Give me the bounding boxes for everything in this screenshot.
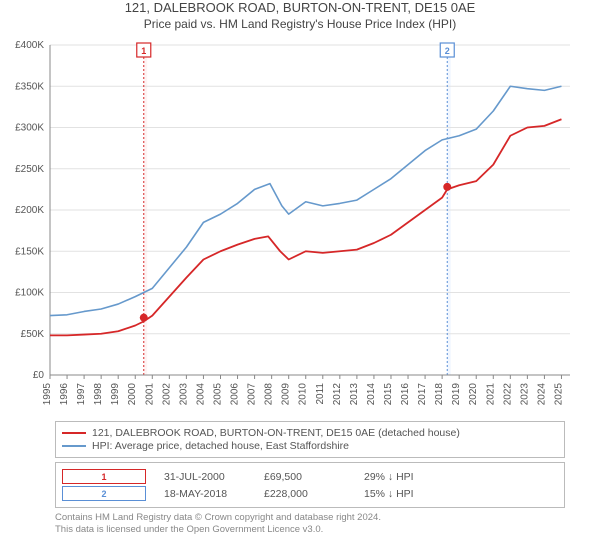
- svg-text:1996: 1996: [59, 383, 70, 406]
- svg-text:2017: 2017: [417, 383, 428, 406]
- svg-text:2016: 2016: [400, 383, 411, 406]
- svg-text:1995: 1995: [42, 383, 53, 406]
- event-price: £228,000: [264, 488, 346, 500]
- svg-text:1997: 1997: [76, 383, 87, 406]
- line-chart-svg: £0 £50K £100K £150K £200K £250K £300K £350K £400…: [0, 37, 600, 417]
- svg-text:2006: 2006: [230, 383, 241, 406]
- footer-line: Contains HM Land Registry data © Crown c…: [55, 512, 565, 524]
- svg-text:2010: 2010: [298, 383, 309, 406]
- svg-text:2003: 2003: [178, 383, 189, 406]
- event-delta: 15% ↓ HPI: [364, 488, 446, 500]
- svg-text:£0: £0: [33, 370, 45, 381]
- footer-line: This data is licensed under the Open Gov…: [55, 524, 565, 536]
- svg-text:2014: 2014: [366, 383, 377, 406]
- svg-text:2024: 2024: [536, 383, 547, 406]
- svg-text:£350K: £350K: [15, 81, 44, 92]
- svg-text:1998: 1998: [93, 383, 104, 406]
- svg-text:£150K: £150K: [15, 246, 44, 257]
- svg-text:£200K: £200K: [15, 205, 44, 216]
- svg-text:£250K: £250K: [15, 164, 44, 175]
- svg-text:£100K: £100K: [15, 288, 44, 299]
- svg-text:2021: 2021: [485, 383, 496, 406]
- svg-text:2015: 2015: [383, 383, 394, 406]
- event-delta: 29% ↓ HPI: [364, 471, 446, 483]
- legend-row: HPI: Average price, detached house, East…: [62, 440, 558, 452]
- chart-subtitle: Price paid vs. HM Land Registry's House …: [0, 17, 600, 31]
- svg-text:2000: 2000: [127, 383, 138, 406]
- legend-swatch: [62, 432, 86, 434]
- svg-text:1999: 1999: [110, 383, 121, 406]
- svg-text:2009: 2009: [281, 383, 292, 406]
- svg-text:2020: 2020: [468, 383, 479, 406]
- events-table: 1 31-JUL-2000 £69,500 29% ↓ HPI 2 18-MAY…: [55, 462, 565, 508]
- svg-text:2022: 2022: [502, 383, 513, 406]
- svg-text:2013: 2013: [349, 383, 360, 406]
- svg-text:2008: 2008: [264, 383, 275, 406]
- svg-text:£300K: £300K: [15, 123, 44, 134]
- legend-swatch: [62, 445, 86, 447]
- svg-text:2007: 2007: [247, 383, 258, 406]
- footer-attribution: Contains HM Land Registry data © Crown c…: [55, 512, 565, 536]
- chart-title: 121, DALEBROOK ROAD, BURTON-ON-TRENT, DE…: [0, 0, 600, 15]
- svg-text:2: 2: [445, 46, 450, 56]
- legend: 121, DALEBROOK ROAD, BURTON-ON-TRENT, DE…: [55, 421, 565, 458]
- legend-label: HPI: Average price, detached house, East…: [92, 440, 349, 452]
- legend-label: 121, DALEBROOK ROAD, BURTON-ON-TRENT, DE…: [92, 427, 460, 439]
- svg-text:2004: 2004: [195, 383, 206, 406]
- legend-row: 121, DALEBROOK ROAD, BURTON-ON-TRENT, DE…: [62, 427, 558, 439]
- event-row: 2 18-MAY-2018 £228,000 15% ↓ HPI: [62, 486, 558, 501]
- svg-text:2002: 2002: [161, 383, 172, 406]
- svg-text:2001: 2001: [144, 383, 155, 406]
- svg-text:2025: 2025: [553, 383, 564, 406]
- event-row: 1 31-JUL-2000 £69,500 29% ↓ HPI: [62, 469, 558, 484]
- event-date: 31-JUL-2000: [164, 471, 246, 483]
- svg-text:2011: 2011: [315, 383, 326, 405]
- svg-text:£50K: £50K: [21, 329, 45, 340]
- svg-text:2018: 2018: [434, 383, 445, 406]
- event-price: £69,500: [264, 471, 346, 483]
- event-marker: 2: [62, 486, 146, 501]
- svg-text:2023: 2023: [519, 383, 530, 406]
- svg-text:2019: 2019: [451, 383, 462, 406]
- event-marker: 1: [62, 469, 146, 484]
- svg-text:1: 1: [141, 46, 146, 56]
- svg-text:2005: 2005: [212, 383, 223, 406]
- svg-text:2012: 2012: [332, 383, 343, 406]
- event-date: 18-MAY-2018: [164, 488, 246, 500]
- svg-text:£400K: £400K: [15, 40, 44, 51]
- chart-area: £0 £50K £100K £150K £200K £250K £300K £350K £400…: [0, 37, 600, 417]
